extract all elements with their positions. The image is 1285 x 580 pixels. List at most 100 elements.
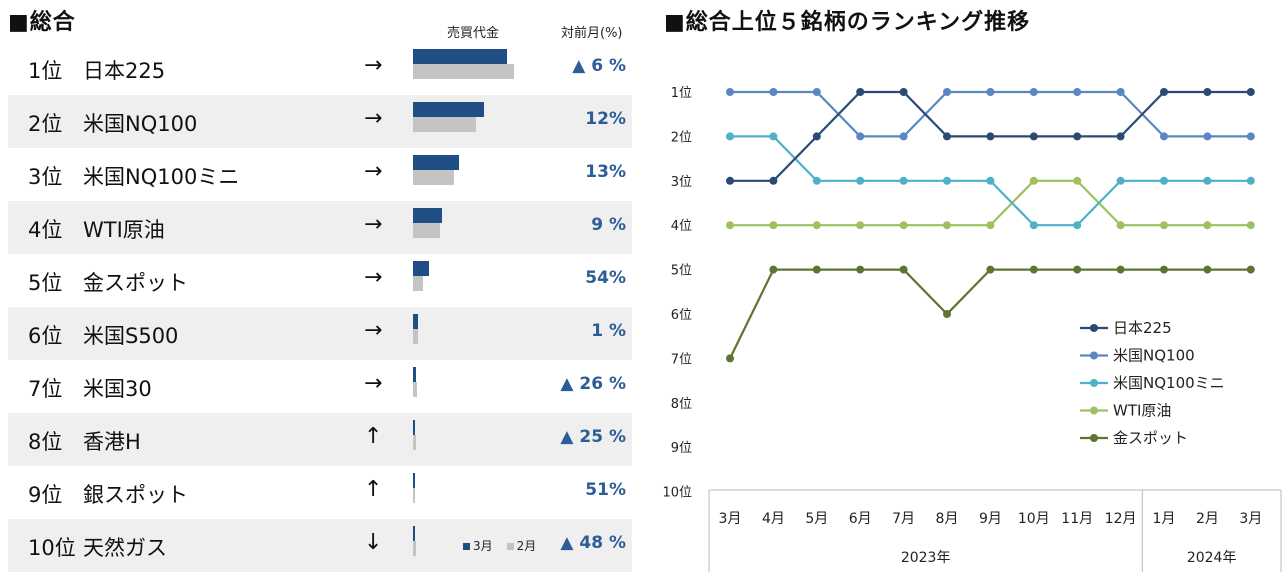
ranking-row: 2位 米国NQ100 → 12% [8, 95, 632, 148]
trend-arrow-icon: → [364, 106, 383, 131]
volume-bar-feb [413, 170, 454, 185]
data-point [1029, 132, 1038, 141]
data-point [943, 132, 951, 141]
x-tick-label: 10月 [1018, 511, 1050, 527]
data-point [726, 176, 734, 185]
instrument-name: 日本225 [83, 59, 166, 83]
data-point [856, 88, 865, 96]
y-tick-label: 10位 [662, 486, 692, 501]
data-point [769, 88, 778, 96]
volume-bar-feb [413, 64, 514, 79]
data-point [769, 221, 778, 230]
data-point [1029, 176, 1038, 185]
volume-bar-feb [413, 382, 418, 397]
rank-label: 5位 [28, 271, 63, 295]
data-point [899, 221, 908, 230]
data-point [899, 176, 908, 185]
data-point [812, 265, 821, 274]
instrument-name: 銀スポット [83, 483, 188, 507]
ranking-chart: ■総合上位５銘柄のランキング推移 1位 2位 3位 4位 5位 6位 7位 8位 9位 10位 20… [660, 0, 1285, 580]
legend-marker [1090, 351, 1098, 360]
data-point [812, 221, 821, 230]
ranking-row: 7位 米国30 → ▲ 26 % [8, 360, 632, 413]
x-tick-label: 7月 [892, 511, 915, 527]
data-point [943, 221, 951, 230]
trend-arrow-icon: → [364, 159, 383, 184]
data-point [1073, 132, 1082, 141]
x-tick-label: 3月 [1239, 511, 1262, 527]
ranking-row: 5位 金スポット → 54% [8, 254, 632, 307]
x-tick-label: 4月 [762, 511, 785, 527]
change-percent: ▲ 48 % [560, 533, 626, 553]
trend-arrow-icon: ↑ [364, 424, 383, 449]
data-point [1160, 221, 1168, 230]
legend-feb-label: 2月 [516, 539, 537, 553]
data-point [986, 132, 995, 141]
y-tick-label: 8位 [671, 397, 692, 412]
data-point [1160, 176, 1168, 185]
data-point [1160, 88, 1168, 96]
rank-label: 3位 [28, 165, 63, 189]
chart-title: ■総合上位５銘柄のランキング推移 [664, 10, 1031, 35]
instrument-name: 米国NQ100ミニ [83, 165, 240, 189]
y-tick-label: 4位 [671, 219, 692, 234]
data-point [943, 88, 951, 96]
legend-march-swatch [463, 543, 470, 550]
instrument-name: 香港H [83, 430, 141, 454]
legend-marker [1090, 379, 1098, 387]
data-point [1246, 265, 1255, 274]
volume-bar-feb [413, 276, 423, 291]
data-point [1203, 88, 1212, 96]
data-point [726, 221, 734, 230]
volume-bar-march [413, 49, 508, 64]
ranking-row: 3位 米国NQ100ミニ → 13% [8, 148, 632, 201]
change-percent: 13% [585, 162, 626, 182]
data-point [1246, 88, 1255, 96]
data-point [1029, 221, 1038, 230]
data-point [856, 221, 865, 230]
y-tick-label: 9位 [671, 441, 692, 456]
legend-label: 米国NQ100ミニ [1113, 374, 1225, 392]
series-line [730, 90, 1251, 138]
data-point [1246, 176, 1255, 185]
data-point [1073, 221, 1082, 230]
data-point [943, 310, 951, 318]
x-tick-label: 1月 [1153, 511, 1176, 527]
change-percent: 12% [585, 109, 626, 129]
change-percent: 54% [585, 268, 626, 288]
x-tick-label: 9月 [979, 511, 1002, 527]
data-point [1246, 132, 1255, 141]
legend-marker [1090, 434, 1098, 442]
ranking-row: 1位 日本225 → ▲ 6 % [8, 42, 632, 95]
x-tick-label: 3月 [719, 511, 742, 527]
data-point [856, 132, 865, 141]
data-point [986, 221, 995, 230]
data-point [899, 88, 908, 96]
legend-label: 日本225 [1113, 319, 1172, 337]
legend-label: 米国NQ100 [1113, 347, 1195, 365]
data-point [1203, 265, 1212, 274]
legend-label: 金スポット [1113, 429, 1188, 447]
ranking-row: 9位 銀スポット ↑ 51% [8, 466, 632, 519]
legend-march-label: 3月 [473, 539, 493, 553]
legend-label: WTI原油 [1113, 402, 1171, 420]
data-point [726, 132, 734, 141]
data-point [1203, 132, 1212, 141]
volume-bar-feb [413, 435, 417, 450]
series-line [729, 268, 1251, 359]
y-tick-label: 2位 [671, 130, 692, 145]
data-point [769, 132, 778, 141]
rank-label: 7位 [28, 377, 63, 401]
rank-label: 9位 [28, 483, 63, 507]
data-point [812, 88, 821, 96]
data-point [769, 265, 778, 274]
data-point [812, 176, 821, 185]
trend-arrow-icon: → [364, 265, 383, 290]
y-tick-label: 3位 [671, 175, 692, 190]
volume-bar-march [413, 526, 416, 541]
trend-arrow-icon: ↓ [364, 530, 383, 555]
ranking-table: ■総合 売買代金 対前月(%) 1位 日本225 → ▲ 6 % 2位 米国NQ100 → 1… [0, 0, 640, 580]
volume-bar-march [413, 367, 417, 382]
data-point [1116, 221, 1125, 230]
volume-bar-feb [413, 488, 415, 503]
